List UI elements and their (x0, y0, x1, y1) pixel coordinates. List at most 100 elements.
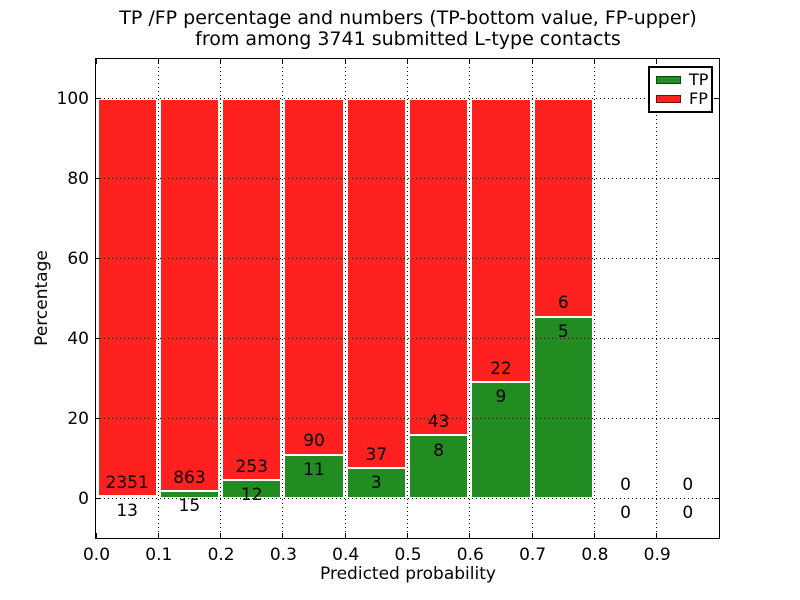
horizontal-gridline (96, 178, 719, 180)
tp-count-label: 0 (682, 503, 694, 524)
fp-count-label: 0 (682, 474, 694, 495)
legend-entry-tp: TP (656, 72, 711, 88)
x-tick-mark (593, 59, 595, 64)
x-tick-mark (407, 533, 408, 538)
x-tick-label: 0.6 (456, 545, 484, 565)
horizontal-gridline (96, 98, 719, 100)
fp-count-label: 863 (173, 468, 206, 489)
tp-count-label: 8 (433, 440, 445, 461)
bar-tp (409, 435, 469, 499)
y-tick-label: 0 (78, 488, 89, 509)
legend: TP FP (648, 66, 713, 113)
x-tick-label: 0.0 (82, 545, 111, 565)
vertical-gridline (593, 59, 595, 538)
vertical-gridline (282, 59, 284, 538)
bar-fp (471, 98, 531, 383)
bar-fp (284, 98, 344, 455)
tp-count-label: 15 (178, 496, 201, 517)
x-axis-label: Predicted probability (320, 564, 496, 584)
x-tick-mark (593, 533, 595, 538)
x-tick-mark (220, 533, 222, 538)
x-tick-mark (407, 59, 408, 64)
grid-layer (96, 59, 719, 538)
x-tick-label: 0.4 (332, 545, 360, 565)
bar-tp (159, 491, 220, 499)
x-tick-label: 0.3 (269, 545, 297, 565)
tp-count-label: 11 (303, 459, 325, 480)
y-tick-mark (714, 98, 719, 100)
horizontal-gridline (96, 497, 719, 499)
tp-count-label: 5 (557, 321, 569, 342)
fp-count-label: 22 (490, 359, 512, 380)
fp-legend-label: FP (689, 88, 708, 108)
tp-count-label: 3 (370, 473, 382, 494)
x-tick-mark (656, 533, 658, 538)
y-tick-mark (96, 98, 101, 100)
chart-title: TP /FP percentage and numbers (TP-bottom… (8, 8, 800, 50)
x-tick-label: 0.9 (643, 545, 671, 565)
x-tick-mark (469, 533, 471, 538)
x-tick-mark (344, 59, 346, 64)
x-tick-mark (157, 59, 159, 64)
x-tick-mark (531, 59, 533, 64)
bar-fp (159, 98, 220, 492)
bar-tp (222, 480, 282, 499)
vertical-gridline (157, 59, 159, 538)
x-tick-label: 0.5 (394, 545, 422, 565)
bar-fp (97, 98, 157, 496)
vertical-gridline (344, 59, 346, 538)
bar-fp (222, 98, 282, 480)
fp-count-label: 90 (303, 431, 325, 452)
y-tick-label: 80 (67, 169, 89, 190)
x-tick-label: 0.8 (581, 545, 609, 565)
plot-area: 2351 13 863 15 253 12 90 11 37 3 43 8 22 9 6 5 0 0 0 0 (95, 58, 720, 539)
y-tick-label: 100 (56, 89, 89, 110)
tp-count-label: 0 (620, 503, 631, 524)
fp-count-label: 37 (365, 444, 388, 465)
x-tick-mark (157, 533, 159, 538)
chart-title-line2: from among 3741 submitted L-type contact… (195, 28, 621, 50)
y-tick-mark (714, 497, 719, 499)
vertical-gridline (531, 59, 533, 538)
vertical-gridline (220, 59, 222, 538)
x-tick-label: 0.7 (519, 545, 547, 565)
y-tick-mark (96, 417, 101, 419)
x-tick-mark (95, 533, 97, 538)
bar-tp (533, 316, 593, 499)
bar-tp (97, 495, 157, 499)
bar-fp (533, 98, 593, 317)
bar-tp (471, 382, 531, 499)
x-tick-mark (469, 59, 471, 64)
bar-tp (346, 468, 406, 499)
y-tick-mark (714, 417, 719, 419)
x-tick-label: 0.2 (207, 545, 235, 565)
bar-fp (409, 98, 469, 436)
fp-count-label: 6 (557, 293, 569, 314)
vertical-gridline (469, 59, 471, 538)
bar-tp (284, 454, 344, 499)
x-tick-mark (282, 59, 284, 64)
legend-entry-fp: FP (656, 88, 711, 108)
bars-layer (96, 59, 719, 538)
y-tick-mark (714, 178, 719, 180)
fp-count-label: 0 (620, 474, 631, 495)
bar-fp (346, 98, 406, 469)
fp-legend-swatch (656, 94, 681, 103)
tp-count-label: 13 (116, 501, 138, 522)
vertical-gridline (656, 59, 658, 538)
vertical-gridline (407, 59, 408, 538)
y-tick-mark (96, 258, 101, 260)
y-tick-label: 60 (67, 249, 89, 270)
tp-legend-label: TP (689, 70, 709, 90)
x-tick-mark (531, 533, 533, 538)
y-tick-mark (96, 337, 101, 339)
tp-count-label: 12 (240, 485, 263, 506)
fp-count-label: 2351 (105, 472, 149, 493)
fp-count-label: 43 (427, 412, 450, 433)
ticks-layer (95, 59, 719, 538)
y-tick-mark (714, 258, 719, 260)
chart-title-line1: TP /FP percentage and numbers (TP-bottom… (119, 7, 697, 29)
y-tick-label: 40 (67, 328, 89, 349)
x-tick-label: 0.1 (145, 545, 173, 565)
